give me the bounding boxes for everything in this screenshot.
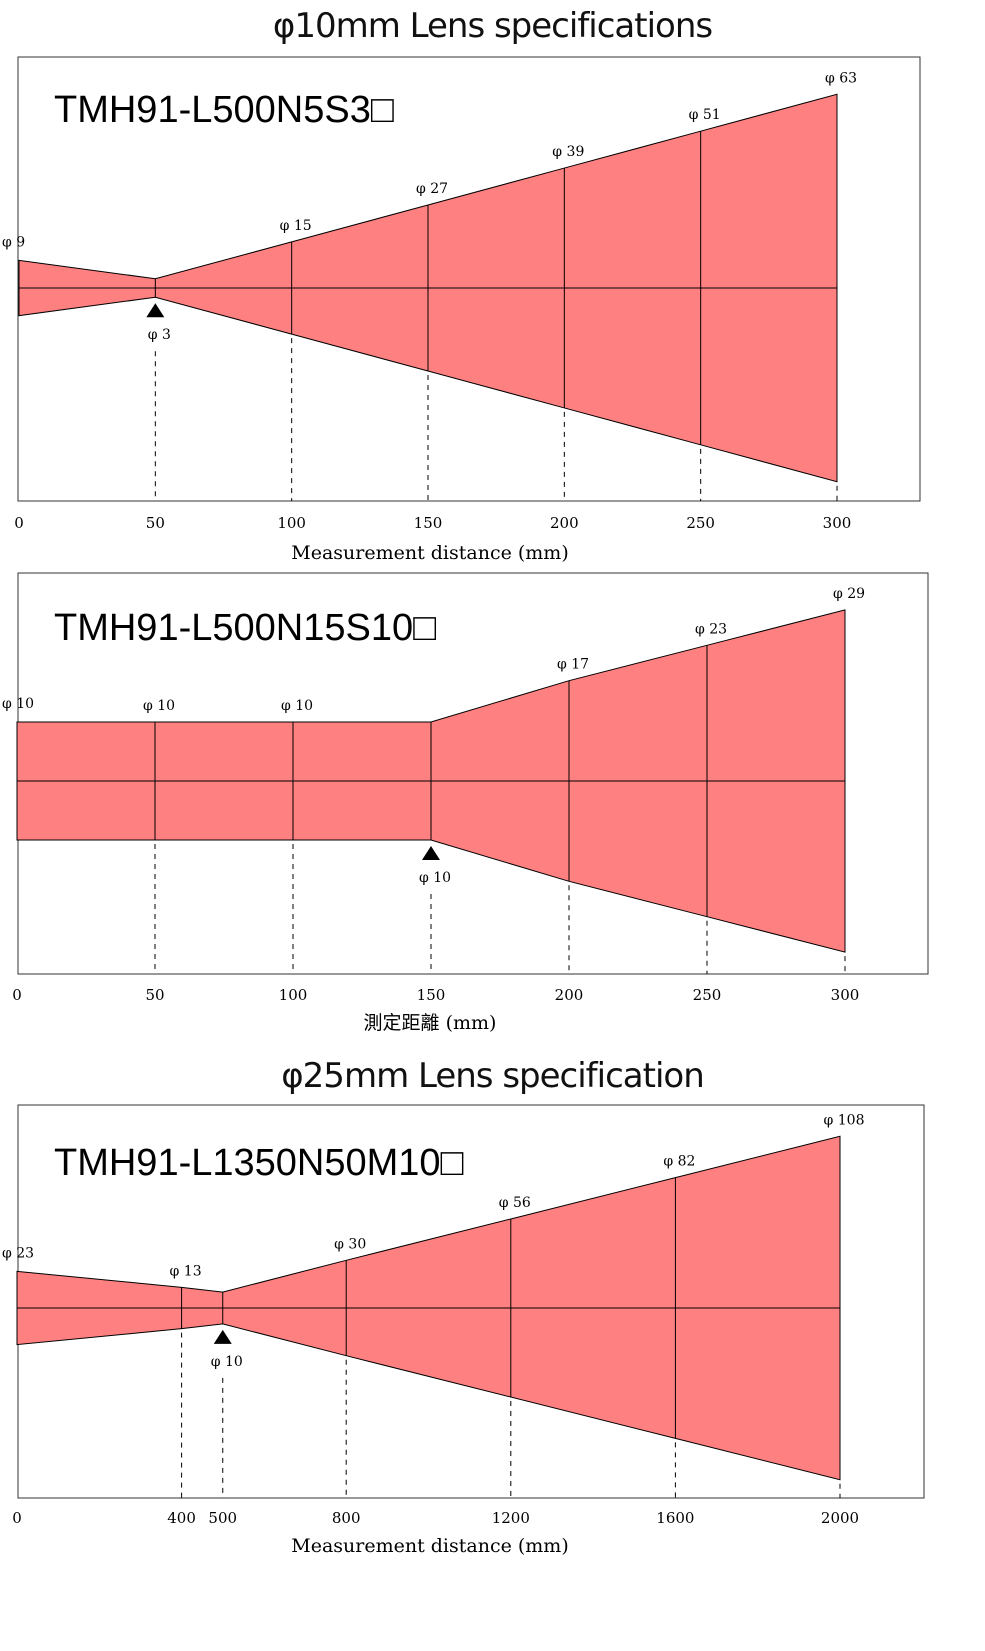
x-tick-label: 400 xyxy=(167,1509,196,1527)
x-tick-label: 0 xyxy=(12,986,22,1004)
spot-diameter-label: φ 39 xyxy=(552,144,584,160)
x-tick-label: 500 xyxy=(208,1509,237,1527)
spot-diameter-label: φ 56 xyxy=(499,1195,531,1211)
spot-diameter-label: φ 51 xyxy=(689,107,721,123)
x-tick-label: 0 xyxy=(14,514,24,532)
spot-diameter-label: φ 29 xyxy=(833,586,865,602)
focus-marker-icon xyxy=(146,303,165,318)
x-tick-label: 300 xyxy=(831,986,860,1004)
section-title-25mm: φ25mm Lens specification xyxy=(281,1056,705,1096)
beam-chart-3: TMH91-L1350N50M10□ φ 23 φ 13 φ 10 φ 30 φ 56 φ … xyxy=(2,1104,925,1557)
x-tick-label: 1200 xyxy=(492,1509,530,1527)
model-label: TMH91-L500N15S10□ xyxy=(54,607,436,649)
x-tick-label: 100 xyxy=(279,986,308,1004)
x-axis-label: Measurement distance (mm) xyxy=(291,1535,569,1557)
chart-frame xyxy=(17,56,921,502)
x-tick-label: 150 xyxy=(417,986,446,1004)
spot-diameter-label: φ 9 xyxy=(2,234,25,250)
spot-diameter-label: φ 15 xyxy=(280,218,312,234)
x-tick-label: 100 xyxy=(277,514,306,532)
beam-chart-1: TMH91-L500N5S3□ φ 9 φ 3 φ 15 φ 27 φ 39 φ 51 φ 6… xyxy=(2,56,921,564)
spot-diameter-label: φ 10 xyxy=(143,698,175,714)
x-tick-label: 250 xyxy=(686,514,715,532)
x-tick-label: 50 xyxy=(145,986,164,1004)
model-label: TMH91-L1350N50M10□ xyxy=(54,1142,464,1184)
x-tick-label: 2000 xyxy=(821,1509,859,1527)
x-axis-label: 測定距離 (mm) xyxy=(364,1012,497,1034)
spot-diameter-label: φ 23 xyxy=(2,1245,34,1261)
spot-diameter-label: φ 13 xyxy=(170,1263,202,1279)
spot-diameter-label: φ 17 xyxy=(557,657,589,673)
x-tick-label: 250 xyxy=(693,986,722,1004)
x-tick-label: 0 xyxy=(12,1509,22,1527)
spot-diameter-label: φ 27 xyxy=(416,181,448,197)
x-axis-label: Measurement distance (mm) xyxy=(291,542,569,564)
section-title-10mm: φ10mm Lens specifications xyxy=(272,6,713,46)
spot-diameter-label: φ 63 xyxy=(825,70,857,86)
spot-diameter-label: φ 10 xyxy=(2,696,34,712)
spot-diameter-label: φ 23 xyxy=(695,621,727,637)
spot-diameter-label: φ 30 xyxy=(334,1236,366,1252)
focus-marker-icon xyxy=(422,846,440,860)
beam-chart-2: TMH91-L500N15S10□ φ 10 φ 10 φ 10 φ 10 φ 17 φ 2… xyxy=(2,572,929,1034)
spot-diameter-label: φ 108 xyxy=(824,1112,865,1128)
model-label: TMH91-L500N5S3□ xyxy=(54,89,394,131)
x-tick-label: 200 xyxy=(550,514,579,532)
x-tick-label: 150 xyxy=(414,514,443,532)
spot-diameter-label: φ 10 xyxy=(419,870,451,886)
x-tick-label: 300 xyxy=(823,514,852,532)
x-tick-label: 200 xyxy=(555,986,584,1004)
x-tick-label: 800 xyxy=(332,1509,361,1527)
focus-marker-icon xyxy=(213,1329,232,1344)
spot-diameter-label: φ 10 xyxy=(281,698,313,714)
spot-diameter-label: φ 82 xyxy=(663,1154,695,1170)
x-tick-label: 50 xyxy=(146,514,165,532)
x-tick-label: 1600 xyxy=(656,1509,694,1527)
spot-diameter-label: φ 3 xyxy=(148,327,171,343)
spot-diameter-label: φ 10 xyxy=(211,1354,243,1370)
